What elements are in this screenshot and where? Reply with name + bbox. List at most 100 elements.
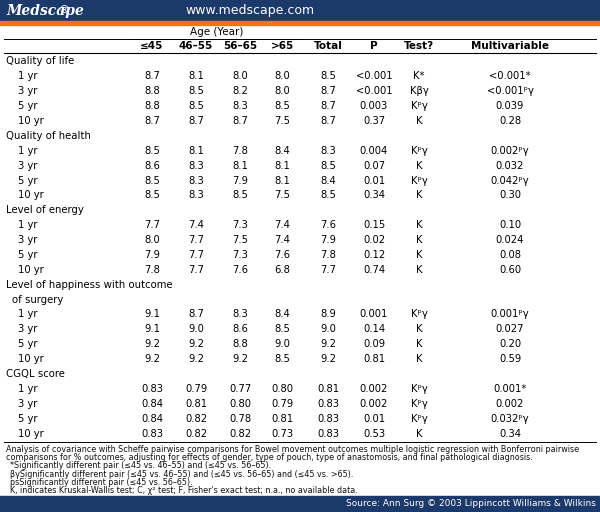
- Text: 5 yr: 5 yr: [18, 250, 37, 260]
- Text: 7.6: 7.6: [232, 265, 248, 275]
- Text: 0.34: 0.34: [363, 190, 385, 200]
- Text: 0.003: 0.003: [360, 101, 388, 111]
- Text: 8.7: 8.7: [188, 309, 204, 319]
- Text: 0.82: 0.82: [229, 429, 251, 439]
- Text: 0.37: 0.37: [363, 116, 385, 126]
- Text: 8.1: 8.1: [232, 161, 248, 170]
- Text: 3 yr: 3 yr: [18, 235, 37, 245]
- Text: 0.84: 0.84: [141, 414, 163, 423]
- Text: 8.4: 8.4: [320, 176, 336, 185]
- Text: 0.039: 0.039: [496, 101, 524, 111]
- Text: 0.07: 0.07: [363, 161, 385, 170]
- Text: 9.2: 9.2: [320, 339, 336, 349]
- Text: 7.9: 7.9: [144, 250, 160, 260]
- Text: 9.2: 9.2: [320, 354, 336, 364]
- Text: K: K: [416, 220, 422, 230]
- Text: 9.2: 9.2: [144, 339, 160, 349]
- Text: Level of energy: Level of energy: [6, 205, 84, 215]
- Text: 8.5: 8.5: [274, 325, 290, 334]
- Text: 0.01: 0.01: [363, 176, 385, 185]
- Text: 10 yr: 10 yr: [18, 190, 44, 200]
- Text: 8.3: 8.3: [320, 146, 336, 156]
- Text: 0.81: 0.81: [271, 414, 293, 423]
- Text: 0.34: 0.34: [499, 429, 521, 439]
- Text: K: K: [416, 161, 422, 170]
- Text: K: K: [416, 116, 422, 126]
- Text: 5 yr: 5 yr: [18, 176, 37, 185]
- Text: Kᵖγ: Kᵖγ: [410, 176, 427, 185]
- Text: K: K: [416, 354, 422, 364]
- Text: 0.60: 0.60: [499, 265, 521, 275]
- Text: 9.2: 9.2: [188, 339, 204, 349]
- Text: 8.7: 8.7: [144, 71, 160, 81]
- Text: psSignificantly different pair (≤45 vs. 56–65).: psSignificantly different pair (≤45 vs. …: [10, 478, 193, 487]
- Text: 1 yr: 1 yr: [18, 71, 37, 81]
- Text: 0.28: 0.28: [499, 116, 521, 126]
- Text: 0.79: 0.79: [185, 384, 207, 394]
- Text: 0.74: 0.74: [363, 265, 385, 275]
- Text: 0.59: 0.59: [499, 354, 521, 364]
- Text: 0.002: 0.002: [360, 384, 388, 394]
- Text: K*: K*: [413, 71, 425, 81]
- Text: 0.027: 0.027: [496, 325, 524, 334]
- Text: 0.032: 0.032: [496, 161, 524, 170]
- Text: K: K: [416, 429, 422, 439]
- Text: <0.001ᵖγ: <0.001ᵖγ: [487, 86, 533, 96]
- Text: Kᵖγ: Kᵖγ: [410, 309, 427, 319]
- Text: 1 yr: 1 yr: [18, 220, 37, 230]
- Text: Kᵖγ: Kᵖγ: [410, 101, 427, 111]
- Text: 0.10: 0.10: [499, 220, 521, 230]
- Text: 7.7: 7.7: [320, 265, 336, 275]
- Text: 8.0: 8.0: [232, 71, 248, 81]
- Text: 0.001ᵖγ: 0.001ᵖγ: [491, 309, 529, 319]
- Text: >65: >65: [271, 41, 293, 51]
- Text: 0.09: 0.09: [363, 339, 385, 349]
- Text: 8.5: 8.5: [320, 161, 336, 170]
- Text: 0.83: 0.83: [141, 384, 163, 394]
- Text: 8.5: 8.5: [274, 354, 290, 364]
- Text: 8.6: 8.6: [144, 161, 160, 170]
- Text: Source: Ann Surg © 2003 Lippincott Williams & Wilkins: Source: Ann Surg © 2003 Lippincott Willi…: [346, 500, 596, 508]
- Text: 0.002: 0.002: [496, 399, 524, 409]
- Text: 8.5: 8.5: [274, 101, 290, 111]
- Text: 1 yr: 1 yr: [18, 384, 37, 394]
- Text: <0.001: <0.001: [356, 71, 392, 81]
- Text: 7.7: 7.7: [188, 265, 204, 275]
- Text: 8.5: 8.5: [144, 176, 160, 185]
- Text: 0.001: 0.001: [360, 309, 388, 319]
- Text: www.medscape.com: www.medscape.com: [185, 4, 314, 17]
- Text: 0.80: 0.80: [271, 384, 293, 394]
- Text: 7.5: 7.5: [274, 116, 290, 126]
- Text: P: P: [370, 41, 378, 51]
- Text: 0.30: 0.30: [499, 190, 521, 200]
- Text: 9.0: 9.0: [274, 339, 290, 349]
- Text: 8.7: 8.7: [320, 116, 336, 126]
- Text: 8.7: 8.7: [232, 116, 248, 126]
- Text: 8.9: 8.9: [320, 309, 336, 319]
- Text: Total: Total: [314, 41, 343, 51]
- Text: CGQL score: CGQL score: [6, 369, 65, 379]
- Text: ≤45: ≤45: [140, 41, 164, 51]
- Text: K: K: [416, 250, 422, 260]
- Text: 7.5: 7.5: [274, 190, 290, 200]
- Text: of surgery: of surgery: [12, 294, 64, 305]
- Text: 10 yr: 10 yr: [18, 265, 44, 275]
- Text: 0.83: 0.83: [317, 399, 339, 409]
- Text: 8.5: 8.5: [144, 190, 160, 200]
- Bar: [0, 496, 600, 512]
- Text: 3 yr: 3 yr: [18, 399, 37, 409]
- Text: 7.9: 7.9: [232, 176, 248, 185]
- Text: 7.7: 7.7: [188, 250, 204, 260]
- Text: 8.5: 8.5: [320, 190, 336, 200]
- Text: Medscape: Medscape: [6, 4, 84, 17]
- Text: 0.032ᵖγ: 0.032ᵖγ: [491, 414, 529, 423]
- Text: 0.024: 0.024: [496, 235, 524, 245]
- Text: 8.8: 8.8: [232, 339, 248, 349]
- Text: 7.5: 7.5: [232, 235, 248, 245]
- Text: 0.80: 0.80: [229, 399, 251, 409]
- Text: 10 yr: 10 yr: [18, 429, 44, 439]
- Text: 0.81: 0.81: [317, 384, 339, 394]
- Text: Analysis of covariance with Scheffe pairwise comparisons for Bowel movement outc: Analysis of covariance with Scheffe pair…: [6, 445, 579, 454]
- Text: 7.6: 7.6: [320, 220, 336, 230]
- Text: 0.004: 0.004: [360, 146, 388, 156]
